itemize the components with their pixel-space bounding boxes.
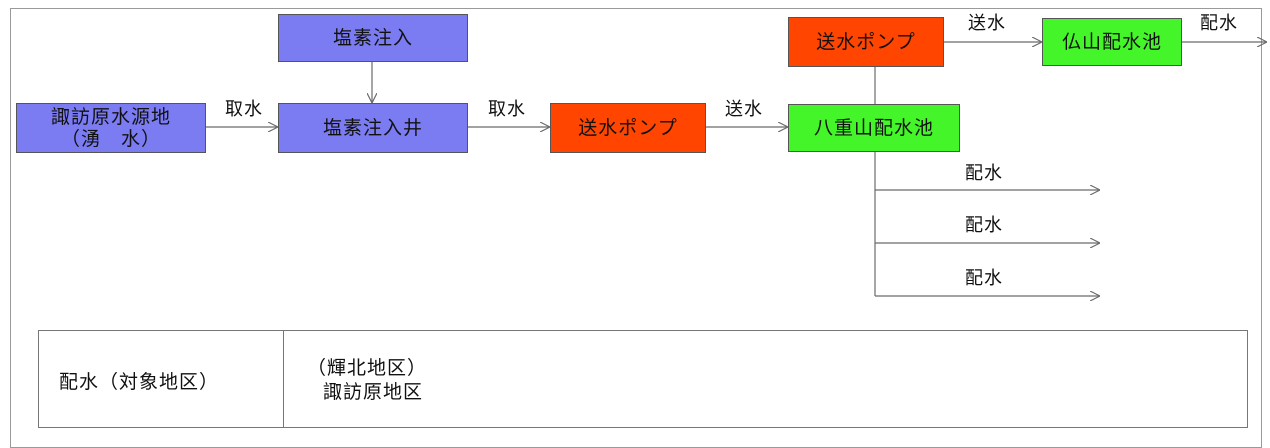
label-intake-2: 取水 [488, 99, 526, 120]
legend-area-kihoku: （輝北地区） [307, 357, 428, 379]
node-water-source: 諏訪原水源地 （湧 水） [16, 103, 206, 153]
node-hotokeyama-reservoir: 仏山配水池 [1042, 18, 1182, 66]
label-distribution-top: 配水 [1200, 13, 1238, 34]
label-distribution-2: 配水 [965, 215, 1003, 236]
label-distribution-1: 配水 [965, 163, 1003, 184]
node-transmission-pump-1: 送水ポンプ [550, 103, 706, 153]
label-transmission-2: 送水 [968, 13, 1006, 34]
legend-label: 配水（対象地区） [59, 371, 220, 393]
node-chlorine-injection: 塩素注入 [278, 14, 468, 62]
legend-area-suwabaru: 諏訪原地区 [323, 381, 424, 403]
legend-divider [283, 331, 284, 427]
node-chlorine-well: 塩素注入井 [278, 103, 468, 153]
node-yaeyama-reservoir: 八重山配水池 [788, 104, 960, 152]
flow-connectors [206, 0, 1267, 438]
label-transmission-1: 送水 [725, 99, 763, 120]
label-distribution-3: 配水 [965, 268, 1003, 289]
distribution-legend-table: 配水（対象地区） （輝北地区） 諏訪原地区 [38, 330, 1248, 428]
label-intake-1: 取水 [225, 99, 263, 120]
node-transmission-pump-2: 送水ポンプ [788, 17, 944, 67]
